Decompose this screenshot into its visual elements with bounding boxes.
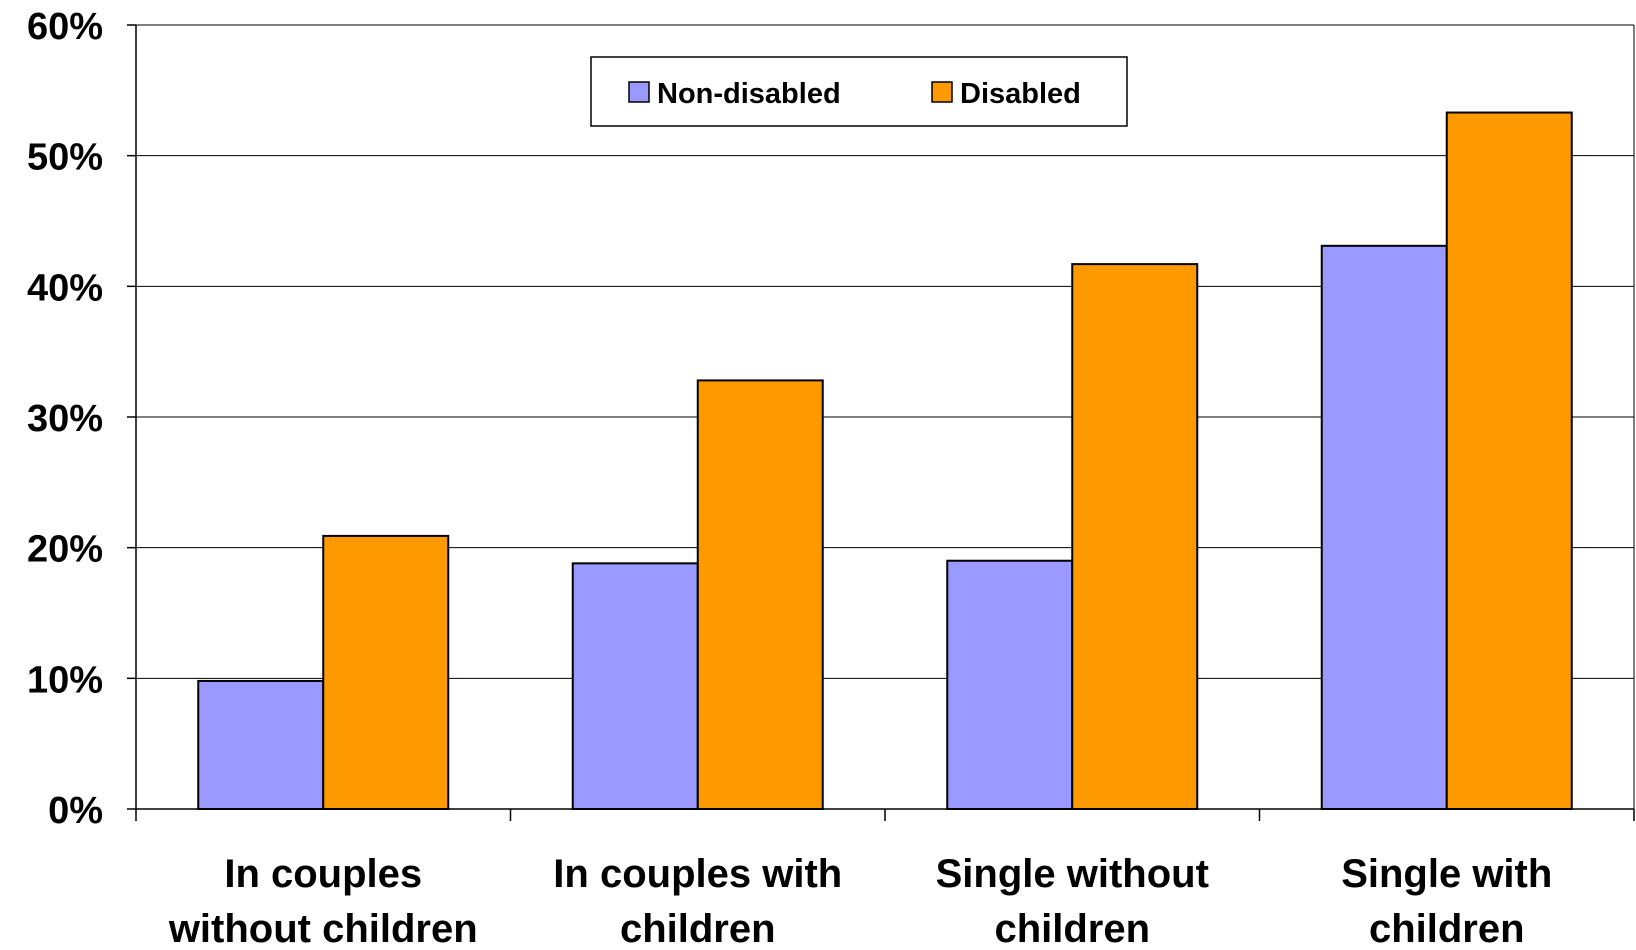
- x-category-label: children: [1369, 907, 1525, 945]
- bar-non-disabled: [197, 679, 325, 810]
- bar-disabled: [1071, 263, 1199, 810]
- legend-box: [590, 56, 1128, 127]
- y-tick-label: 10%: [27, 659, 103, 701]
- bar-non-disabled: [1320, 244, 1448, 810]
- legend-label: Disabled: [960, 78, 1081, 110]
- bar-non-disabled: [571, 562, 699, 811]
- bars: [197, 111, 1573, 811]
- x-category-label: Single without: [936, 852, 1209, 896]
- x-category-label: without children: [168, 907, 478, 945]
- legend-swatch: [628, 81, 650, 103]
- bar-disabled: [322, 534, 450, 810]
- y-tick-label: 30%: [27, 398, 103, 440]
- legend-label: Non-disabled: [657, 78, 841, 110]
- bar-disabled: [1445, 111, 1573, 810]
- legend-swatch: [931, 81, 953, 103]
- bar-non-disabled: [946, 559, 1074, 810]
- y-tick-label: 20%: [27, 529, 103, 571]
- y-tick-label: 40%: [27, 267, 103, 309]
- y-tick-label: 0%: [48, 790, 103, 832]
- x-category-label: Single with: [1341, 852, 1552, 896]
- x-category-label: In couples with: [553, 852, 842, 896]
- y-tick-label: 60%: [27, 6, 103, 48]
- axes: [127, 24, 1635, 821]
- y-tick-label: 50%: [27, 137, 103, 179]
- bar-disabled: [696, 379, 824, 810]
- x-category-label: In couples: [224, 852, 422, 896]
- x-category-label: children: [620, 907, 776, 945]
- legend: Non-disabled Disabled: [590, 56, 1128, 127]
- x-category-label: children: [994, 907, 1150, 945]
- y-axis-tick-labels: 0% 10% 20% 30% 40% 50% 60%: [27, 6, 103, 832]
- x-axis-category-labels: In couples without children In couples wit…: [168, 852, 1553, 950]
